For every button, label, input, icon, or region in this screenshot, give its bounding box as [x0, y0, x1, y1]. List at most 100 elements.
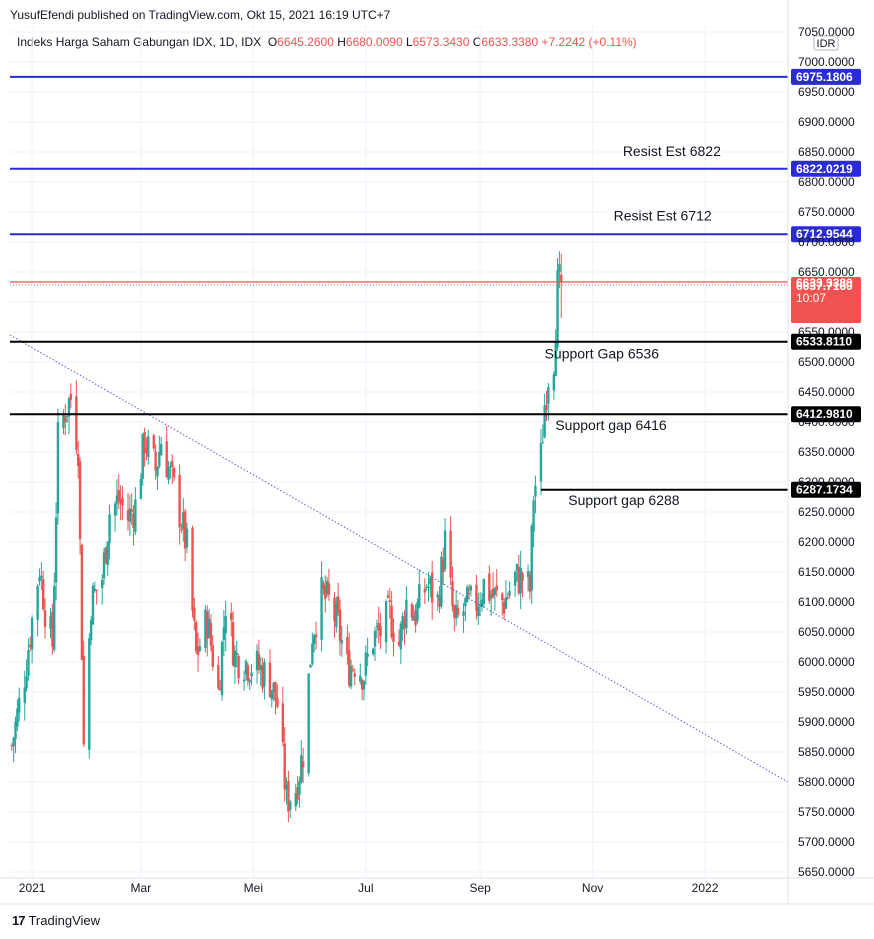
price-axis-label-text: 6975.1806 — [796, 70, 853, 84]
candle — [436, 591, 439, 611]
candle-body — [519, 568, 522, 594]
candle-body — [49, 615, 52, 630]
candle — [364, 645, 368, 685]
y-tick-label: 6350.0000 — [798, 445, 855, 459]
y-tick-label: 6900.0000 — [798, 115, 855, 129]
candle — [366, 637, 369, 667]
price-axis-label-bg — [791, 226, 861, 243]
candle-body — [348, 650, 351, 686]
candle-body — [412, 615, 415, 621]
candle — [30, 615, 34, 664]
candle-body — [259, 665, 262, 671]
candle-body — [12, 738, 15, 747]
candle — [139, 473, 143, 500]
candle-body — [77, 453, 80, 466]
candle-body — [534, 485, 537, 497]
candle-body — [91, 585, 95, 625]
y-tick-label: 6750.0000 — [798, 205, 855, 219]
candle — [466, 584, 469, 603]
candle — [193, 598, 196, 631]
candle-body — [51, 611, 54, 647]
candle — [469, 584, 473, 597]
candle — [14, 716, 17, 754]
candle-body — [397, 641, 401, 646]
candle — [312, 633, 316, 653]
candle — [102, 547, 106, 585]
candle — [283, 727, 286, 802]
candle-body — [462, 611, 465, 616]
candle — [418, 569, 421, 609]
candle-body — [451, 581, 454, 607]
candle — [67, 396, 71, 435]
price-axis-label: 6287.1734 — [791, 481, 861, 498]
candle-body — [359, 675, 362, 682]
candle — [320, 561, 323, 652]
candle — [106, 541, 109, 576]
candle — [211, 635, 214, 671]
candle — [23, 670, 26, 721]
candle — [451, 566, 454, 612]
candle-body — [165, 441, 168, 478]
candle-body — [440, 556, 443, 607]
candle — [69, 383, 73, 409]
candle — [29, 636, 32, 652]
candle-body — [270, 690, 273, 700]
candle-body — [222, 627, 226, 640]
candle — [270, 690, 273, 708]
close-price-badge: 6633.3380 — [796, 276, 853, 290]
candle-body — [75, 396, 78, 450]
price-axis-label: 6533.8110 — [791, 333, 861, 350]
candle — [534, 475, 537, 514]
candle — [119, 485, 122, 521]
candle-body — [556, 270, 559, 348]
candle-body — [353, 673, 356, 677]
candle-body — [231, 622, 235, 666]
high-price-badge: 6637.7160 — [796, 279, 853, 293]
candle — [513, 570, 517, 598]
candle-body — [425, 586, 428, 588]
candle-body — [364, 652, 368, 676]
candle — [325, 576, 329, 598]
candle — [41, 570, 45, 611]
candle-body — [300, 755, 303, 783]
candle-body — [224, 615, 227, 634]
candle-body — [159, 443, 163, 456]
candle-body — [183, 511, 187, 549]
candle — [268, 649, 272, 698]
open-value: 6645.2600 — [277, 35, 334, 49]
candle-body — [489, 594, 493, 599]
candle — [159, 436, 163, 456]
candle — [147, 429, 150, 465]
candle — [362, 679, 366, 701]
candle-body — [53, 585, 56, 650]
candle-body — [495, 585, 498, 591]
candle — [351, 664, 355, 673]
candle — [545, 390, 548, 422]
candle — [488, 565, 491, 604]
y-tick-label: 7000.0000 — [798, 55, 855, 69]
candle-body — [309, 664, 312, 668]
candle — [158, 435, 161, 469]
candle-body — [25, 676, 28, 689]
grid — [10, 26, 788, 878]
candle — [427, 572, 430, 602]
candle — [180, 523, 183, 534]
y-tick-label: 6850.0000 — [798, 145, 855, 159]
symbol-name: Indeks Harga Saham Gabungan IDX, 1D, IDX — [17, 35, 262, 49]
candle — [501, 591, 504, 616]
candle-body — [78, 461, 82, 540]
candle — [95, 589, 98, 605]
candle-body — [392, 632, 395, 642]
bar-countdown: 10:07 — [796, 291, 826, 305]
candle — [36, 584, 39, 637]
candle-body — [449, 530, 452, 578]
candle — [384, 599, 388, 654]
close-label: C — [472, 35, 482, 49]
y-tick-label: 6950.0000 — [798, 85, 855, 99]
candle — [532, 495, 535, 548]
candle — [217, 656, 220, 691]
candle-body — [18, 697, 21, 713]
currency-box-bg — [813, 35, 839, 51]
